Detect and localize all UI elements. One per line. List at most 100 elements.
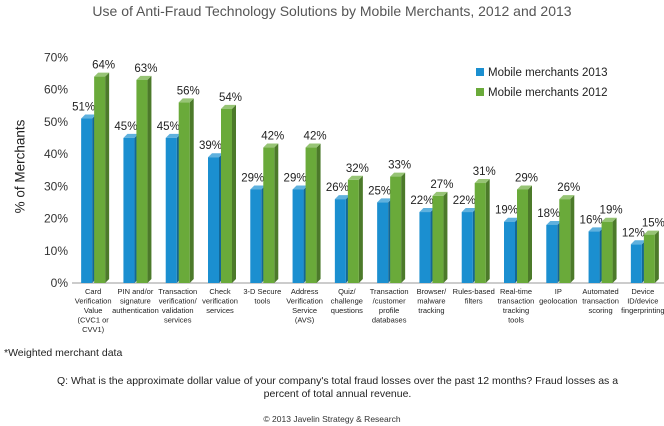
bar-2012 <box>559 199 571 283</box>
category-label-line: Verification <box>286 297 323 306</box>
category-label-line: validation <box>162 306 194 315</box>
bar-top-2012 <box>643 230 659 235</box>
category-label-line: services <box>206 306 234 315</box>
legend-label-2013: Mobile merchants 2013 <box>488 67 608 79</box>
data-label-2012: 31% <box>473 166 496 178</box>
category-label: Automated transaction scoring <box>582 287 619 315</box>
bar-side-2012 <box>654 230 659 283</box>
bar-2012 <box>94 76 106 283</box>
bar-chart: 0%10%20%30%40%50%60%70%51%64%Card Verific… <box>44 50 664 334</box>
bar-top-2012 <box>601 217 617 222</box>
data-label-2013: 12% <box>622 227 645 239</box>
category-label: Quiz/challenge questions <box>331 287 363 315</box>
category-label-line: Card <box>85 287 101 296</box>
bar-top-2013 <box>250 185 266 190</box>
data-label-2012: 29% <box>515 172 538 184</box>
category-label-line: Automated <box>582 287 618 296</box>
bar-side-2012 <box>528 185 532 283</box>
category-label: IP geolocation <box>539 287 577 306</box>
category-label-line: authentication <box>112 306 159 315</box>
bar-top-2012 <box>136 75 152 80</box>
bar-2012 <box>136 79 148 283</box>
category-label-line: Address <box>291 287 319 296</box>
bar-2012 <box>474 183 486 283</box>
bar-side-2012 <box>232 104 236 283</box>
category-label: Real-time transaction tracking tools <box>498 287 535 325</box>
category-label-line: transaction <box>498 297 535 306</box>
bar-side-2012 <box>612 217 617 283</box>
bar-top-2012 <box>347 175 363 180</box>
category-label-line: tools <box>508 316 524 325</box>
category-label-line: /customer <box>373 297 406 306</box>
category-label: Browser/malware tracking <box>417 287 448 315</box>
bar-top-2013 <box>377 198 393 203</box>
category-label-line: CVV1) <box>82 325 105 334</box>
bar-2012 <box>221 108 232 283</box>
category-label-line: verification <box>202 297 238 306</box>
category-label-line: tools <box>254 297 270 306</box>
category-label-line: IP <box>555 287 562 296</box>
bar-2013 <box>208 157 219 283</box>
category-label: Device ID/device fingerprinting <box>621 287 664 315</box>
legend-swatch-2013 <box>476 68 484 76</box>
bar-2012 <box>263 147 275 283</box>
bar-top-2013 <box>208 153 223 158</box>
category-label-line: malware <box>417 297 445 306</box>
data-label-2012: 42% <box>304 131 327 143</box>
bar-2013 <box>504 221 515 283</box>
bar-top-2012 <box>559 195 575 200</box>
bar-2013 <box>630 244 642 283</box>
data-label-2012: 15% <box>642 218 664 230</box>
data-label-2012: 64% <box>92 60 115 72</box>
bar-side-2012 <box>443 191 448 283</box>
bar-top-2013 <box>630 240 646 245</box>
bar-2012 <box>601 221 613 283</box>
category-label-line: Real-time <box>500 287 532 296</box>
category-label-line: (AVS) <box>295 316 315 325</box>
category-label-line: tracking <box>418 306 444 315</box>
data-label-2013: 29% <box>284 172 307 184</box>
category-label-line: databases <box>372 316 407 325</box>
y-tick-label: 10% <box>44 244 68 258</box>
category-label-line: Browser/ <box>417 287 448 296</box>
category-label-line: scoring <box>588 306 612 315</box>
legend-label-2012: Mobile merchants 2012 <box>488 87 608 99</box>
category-label-line: questions <box>331 306 363 315</box>
bar-top-2012 <box>263 143 279 148</box>
bar-2012 <box>390 176 402 283</box>
category-label-line: ID/device <box>627 297 658 306</box>
category-label: Card Verification Value (CVC1 or CVV1) <box>75 287 112 334</box>
category-label-line: Verification <box>75 297 112 306</box>
bar-top-2013 <box>334 195 350 200</box>
category-label-line: Value <box>84 306 103 315</box>
bar-2013 <box>165 137 177 283</box>
bar-2013 <box>292 189 304 283</box>
bar-2012 <box>432 195 444 283</box>
bar-top-2013 <box>81 114 97 119</box>
bar-side-2012 <box>147 75 152 283</box>
bar-top-2013 <box>588 227 604 232</box>
bar-2012 <box>305 147 317 283</box>
bar-top-2013 <box>504 217 519 222</box>
data-label-2013: 29% <box>241 172 264 184</box>
category-label: Check verification services <box>202 287 238 315</box>
bar-side-2012 <box>358 175 363 283</box>
bar-side-2012 <box>105 72 110 283</box>
bar-2012 <box>178 102 190 284</box>
data-label-2013: 51% <box>72 102 95 114</box>
bar-top-2012 <box>94 72 110 77</box>
y-tick-label: 70% <box>44 50 68 64</box>
survey-question: Q: What is the approximate dollar value … <box>56 375 619 400</box>
bar-2013 <box>123 137 135 283</box>
category-label: PIN and/or signature authentication <box>112 287 159 315</box>
category-label-line: Device <box>631 287 654 296</box>
data-label-2012: 19% <box>600 205 623 217</box>
y-tick-label: 40% <box>44 147 68 161</box>
chart-title: Use of Anti-Fraud Technology Solutions b… <box>92 3 572 19</box>
bar-side-2012 <box>401 172 406 283</box>
data-label-2013: 18% <box>537 208 560 220</box>
category-label: 3-D Secure tools <box>243 287 281 306</box>
bar-top-2013 <box>461 208 477 213</box>
bar-side-2012 <box>274 143 279 283</box>
bar-top-2012 <box>305 143 321 148</box>
